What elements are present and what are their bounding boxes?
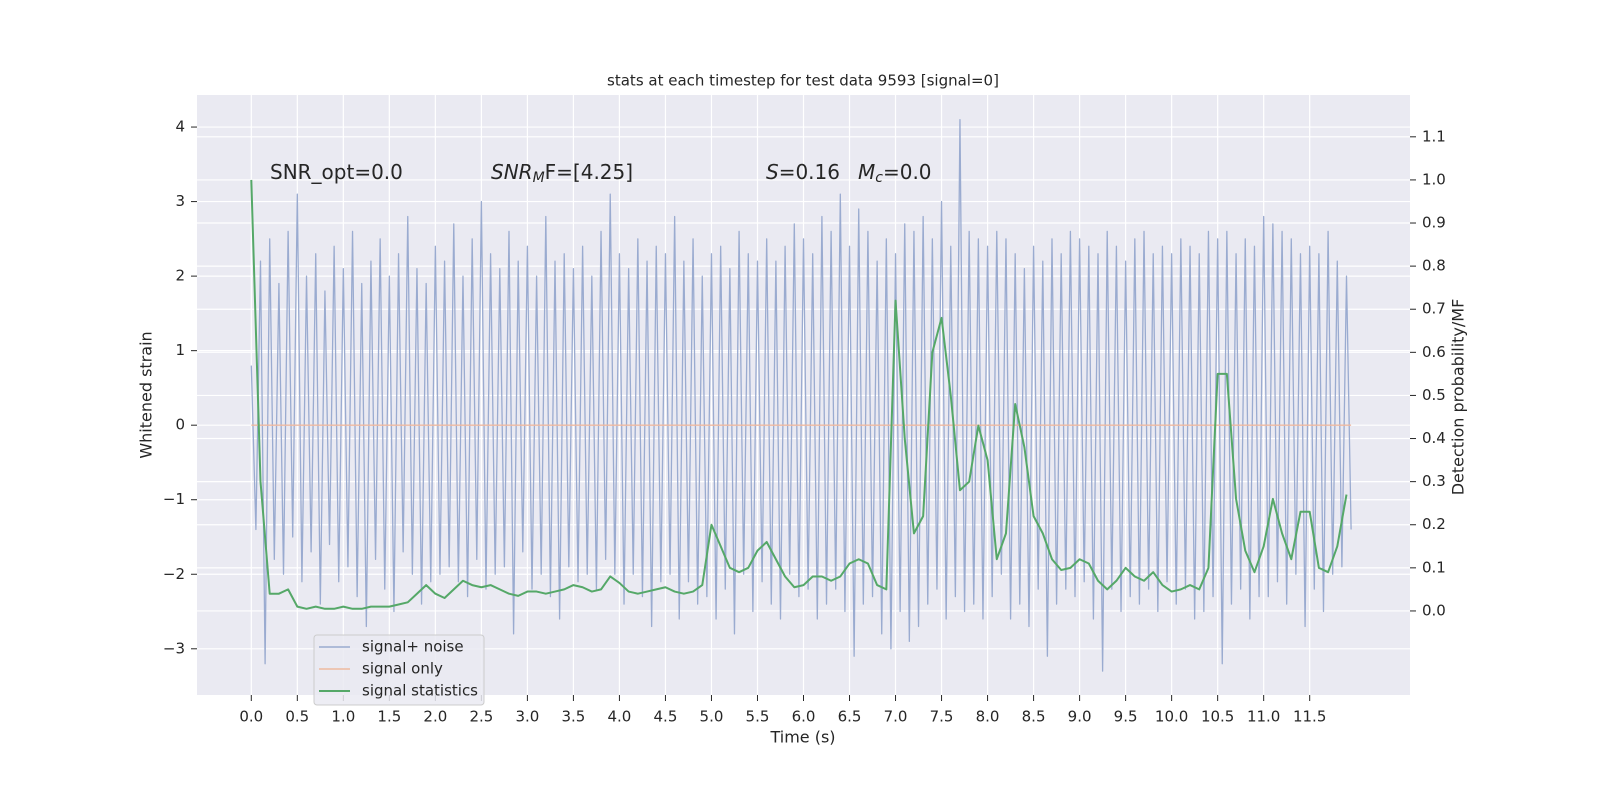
y-tick-label: −1 bbox=[163, 490, 185, 508]
chart-title: stats at each timestep for test data 959… bbox=[607, 72, 999, 90]
annotation-base: M bbox=[858, 160, 875, 184]
annotation-base: SNR bbox=[491, 160, 533, 184]
y2-axis-label: Detection probability/MF bbox=[1449, 299, 1468, 496]
annotation: SNRMF=[4.25] bbox=[491, 160, 633, 187]
x-tick-label: 7.0 bbox=[884, 708, 908, 726]
series-line bbox=[250, 118, 1352, 672]
y2-tick-label: 0.3 bbox=[1422, 472, 1446, 490]
y-tick-label: 1 bbox=[175, 341, 185, 359]
x-tick-label: 4.5 bbox=[654, 708, 678, 726]
y2-tick-label: 0.9 bbox=[1422, 214, 1446, 232]
annotation-rest: F=[4.25] bbox=[545, 160, 633, 184]
y2-tick-label: 0.8 bbox=[1422, 257, 1446, 275]
y-axis-label: Whitened strain bbox=[137, 331, 156, 458]
annotation: SNR_opt=0.0 bbox=[270, 160, 403, 184]
legend-label: signal only bbox=[362, 660, 443, 678]
annotation-sub: M bbox=[533, 170, 545, 186]
annotation-sub: c bbox=[875, 170, 883, 186]
x-tick-label: 9.0 bbox=[1068, 708, 1092, 726]
y2-tick-label: 0.4 bbox=[1422, 429, 1446, 447]
x-tick-label: 5.0 bbox=[700, 708, 724, 726]
x-tick-label: 3.0 bbox=[515, 708, 539, 726]
annotation-text: SNR_opt=0.0 bbox=[270, 160, 403, 184]
legend-label: signal+ noise bbox=[362, 638, 464, 656]
y2-tick-label: 0.7 bbox=[1422, 300, 1446, 318]
annotation-base: S bbox=[766, 160, 779, 184]
x-tick-label: 4.0 bbox=[608, 708, 632, 726]
x-tick-label: 9.5 bbox=[1114, 708, 1138, 726]
x-tick-label: 2.0 bbox=[423, 708, 447, 726]
x-tick-label: 8.5 bbox=[1022, 708, 1046, 726]
y-tick-label: 3 bbox=[175, 192, 185, 210]
y2-tick-label: 0.0 bbox=[1422, 601, 1446, 619]
x-tick-label: 7.5 bbox=[930, 708, 954, 726]
x-tick-label: 10.5 bbox=[1201, 708, 1234, 726]
y-tick-label: −2 bbox=[163, 565, 185, 583]
y2-tick-label: 0.6 bbox=[1422, 343, 1446, 361]
y-tick-label: 0 bbox=[175, 416, 185, 434]
x-tick-label: 6.0 bbox=[792, 708, 816, 726]
legend-label: signal statistics bbox=[362, 682, 478, 700]
overlay: 0.0 0.5 1.0 1.5 2.0 2.5 3.0 3.5 4.0 4.5 5.0 5.5 6.0 6… bbox=[163, 118, 1446, 726]
x-tick-label: 0.5 bbox=[285, 708, 309, 726]
y2-tick-label: 1.1 bbox=[1422, 127, 1446, 145]
annotation: S=0.16 bbox=[766, 160, 840, 184]
y2-tick-label: 1.0 bbox=[1422, 170, 1446, 188]
x-axis-label: Time (s) bbox=[769, 728, 835, 747]
x-tick-label: 8.0 bbox=[976, 708, 1000, 726]
y-tick-label: 2 bbox=[175, 267, 185, 285]
y2-tick-label: 0.5 bbox=[1422, 386, 1446, 404]
y2-tick-label: 0.1 bbox=[1422, 558, 1446, 576]
y-tick-label: −3 bbox=[163, 639, 185, 657]
x-tick-label: 5.5 bbox=[746, 708, 770, 726]
x-tick-label: 0.0 bbox=[239, 708, 263, 726]
x-tick-label: 1.5 bbox=[377, 708, 401, 726]
legend-box bbox=[313, 634, 485, 706]
marks bbox=[250, 118, 1352, 672]
series-line bbox=[250, 179, 1348, 610]
x-tick-label: 11.5 bbox=[1293, 708, 1326, 726]
y2-tick-label: 0.2 bbox=[1422, 515, 1446, 533]
annotation-rest: =0.16 bbox=[779, 160, 840, 184]
x-tick-label: 3.5 bbox=[561, 708, 585, 726]
annotation: Mc=0.0 bbox=[858, 160, 932, 187]
x-tick-label: 11.0 bbox=[1247, 708, 1280, 726]
x-tick-label: 2.5 bbox=[469, 708, 493, 726]
x-tick-label: 10.0 bbox=[1155, 708, 1188, 726]
y-tick-label: 4 bbox=[175, 118, 185, 136]
grid bbox=[197, 95, 1410, 695]
x-tick-label: 1.0 bbox=[331, 708, 355, 726]
x-tick-label: 6.5 bbox=[838, 708, 862, 726]
annotation-rest: =0.0 bbox=[883, 160, 932, 184]
